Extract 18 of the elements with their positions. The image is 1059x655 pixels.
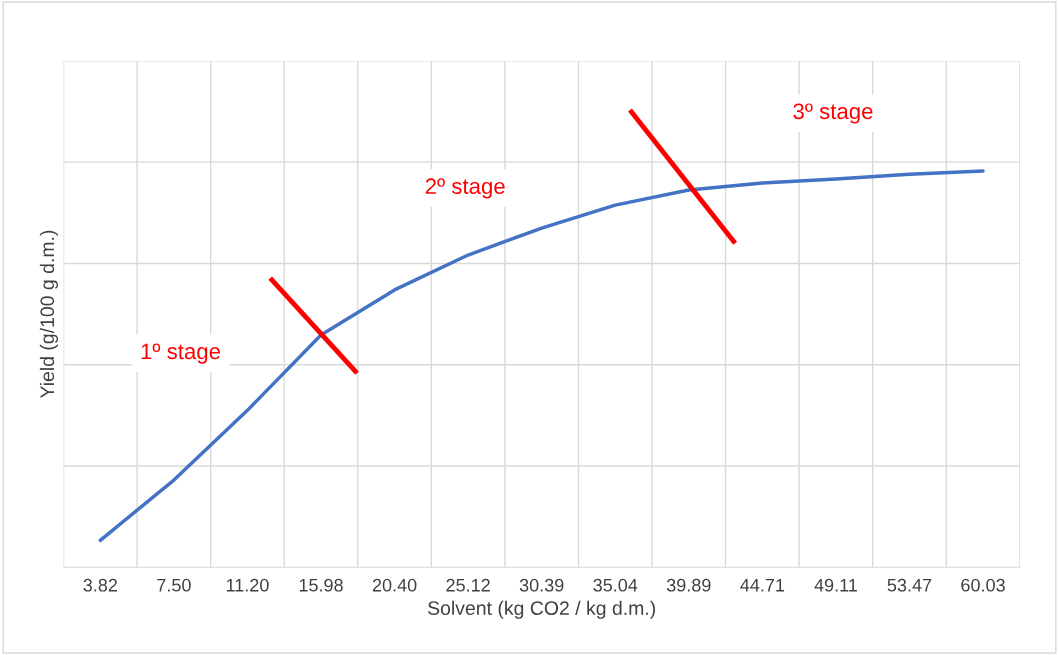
x-tick-label: 60.03 [961, 578, 1005, 592]
x-tick-label: 20.40 [372, 578, 417, 592]
x-tick-label: 7.50 [157, 578, 191, 592]
x-tick-label: 35.04 [593, 578, 638, 592]
x-axis-title: Solvent (kg CO2 / kg d.m.) [428, 600, 656, 619]
annotation: 2º stage [425, 178, 505, 199]
annotation: 1º stage [141, 343, 221, 364]
x-tick-label: 49.11 [814, 578, 857, 592]
x-tick-label: 15.98 [299, 578, 343, 592]
y-axis-title: Yield (g/100 g d.m.) [39, 230, 58, 399]
x-tick-label: 39.89 [666, 578, 711, 592]
x-tick-label: 53.47 [887, 578, 932, 592]
x-tick-label: 30.39 [519, 578, 564, 592]
x-tick-label: 44.71 [740, 579, 785, 592]
x-tick-label: 3.82 [83, 578, 117, 592]
x-tick-label: 25.12 [446, 578, 490, 592]
x-tick-label: 11.20 [226, 578, 269, 592]
text: 3º stage [793, 103, 873, 124]
